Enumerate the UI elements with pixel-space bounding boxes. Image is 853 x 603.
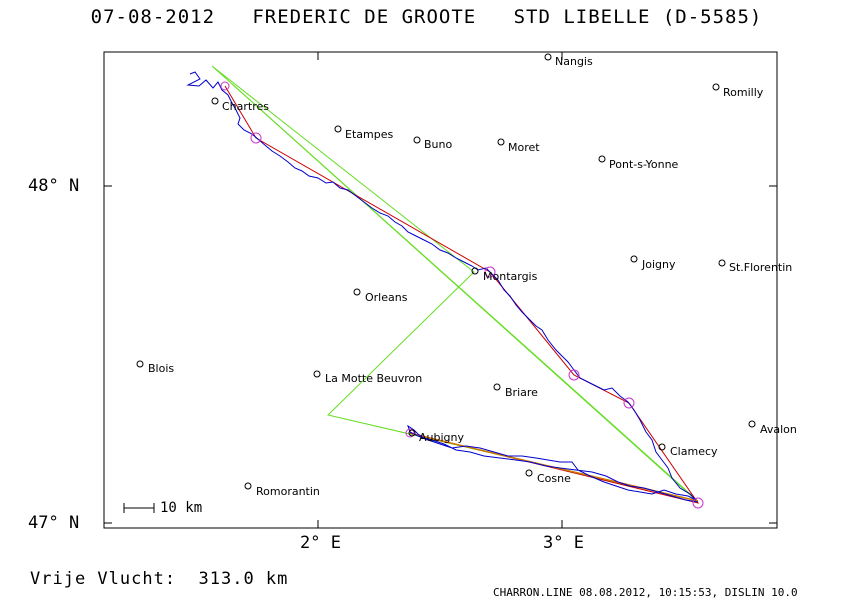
turnpoint-3-icon	[568, 369, 580, 381]
map-frame	[103, 51, 778, 529]
lon-label-3: 3° E	[543, 533, 584, 553]
city-marker-icon	[413, 136, 421, 144]
city-label-joigny: Joigny	[642, 258, 676, 271]
lat-label-48: 48° N	[28, 176, 80, 196]
city-marker-icon	[658, 443, 666, 451]
city-label-nangis: Nangis	[555, 55, 593, 68]
city-marker-icon	[136, 360, 144, 368]
city-label-blois: Blois	[148, 362, 175, 375]
city-marker-icon	[211, 97, 219, 105]
city-label-clamecy: Clamecy	[670, 445, 718, 458]
city-label-la-motte-beuvron: La Motte Beuvron	[325, 372, 423, 385]
fai-triangle	[211, 65, 699, 502]
city-label-chartres: Chartres	[222, 100, 270, 113]
city-marker-icon	[244, 482, 252, 490]
city-marker-icon	[718, 259, 726, 267]
city-label-etampes: Etampes	[345, 128, 394, 141]
city-label-montargis: Montargis	[483, 270, 538, 283]
city-label-st-florentin: St.Florentin	[729, 261, 793, 274]
city-markers	[136, 53, 756, 490]
city-marker-icon	[313, 370, 321, 378]
city-label-cosne: Cosne	[537, 472, 571, 485]
city-label-orleans: Orleans	[365, 291, 408, 304]
turnpoint-montargis-icon	[484, 266, 496, 278]
footer-info: CHARRON.LINE 08.08.2012, 10:15:53, DISLI…	[493, 586, 798, 599]
city-label-avalon: Avalon	[760, 423, 797, 436]
fai-triangle-leg	[231, 83, 699, 503]
turnpoint-1-icon	[250, 132, 262, 144]
city-marker-icon	[353, 288, 361, 296]
turnpoint-4-icon	[623, 397, 635, 409]
axis-ticks	[104, 52, 777, 528]
turnpoint-clamecy-south-icon	[692, 497, 704, 509]
city-marker-icon	[598, 155, 606, 163]
city-marker-icon	[712, 83, 720, 91]
city-marker-icon	[544, 53, 552, 61]
city-marker-icon	[497, 138, 505, 146]
turnpoint-start-icon	[220, 81, 230, 91]
city-label-aubigny: Aubigny	[419, 431, 464, 444]
lon-label-2: 2° E	[300, 533, 341, 553]
city-label-romilly: Romilly	[723, 86, 764, 99]
city-marker-icon	[630, 255, 638, 263]
city-marker-icon	[471, 267, 479, 275]
city-marker-icon	[748, 420, 756, 428]
turnpoints	[220, 81, 704, 509]
scale-bar	[123, 503, 155, 513]
city-label-briare: Briare	[505, 386, 538, 399]
lat-label-47: 47° N	[28, 513, 80, 533]
scale-label: 10 km	[160, 500, 203, 516]
free-flight-distance: Vrije Vlucht: 313.0 km	[30, 569, 289, 589]
city-label-moret: Moret	[508, 141, 540, 154]
city-label-romorantin: Romorantin	[256, 485, 320, 498]
city-label-pont-s-yonne: Pont-s-Yonne	[609, 158, 679, 171]
city-label-buno: Buno	[424, 138, 453, 151]
turnpoint-aubigny-icon	[405, 428, 415, 438]
city-marker-icon	[493, 383, 501, 391]
flight-track	[186, 71, 699, 503]
map-title: 07-08-2012 FREDERIC DE GROOTE STD LIBELL…	[90, 6, 763, 28]
city-marker-icon	[525, 469, 533, 477]
city-marker-icon	[334, 125, 342, 133]
city-marker-icon	[408, 429, 416, 437]
